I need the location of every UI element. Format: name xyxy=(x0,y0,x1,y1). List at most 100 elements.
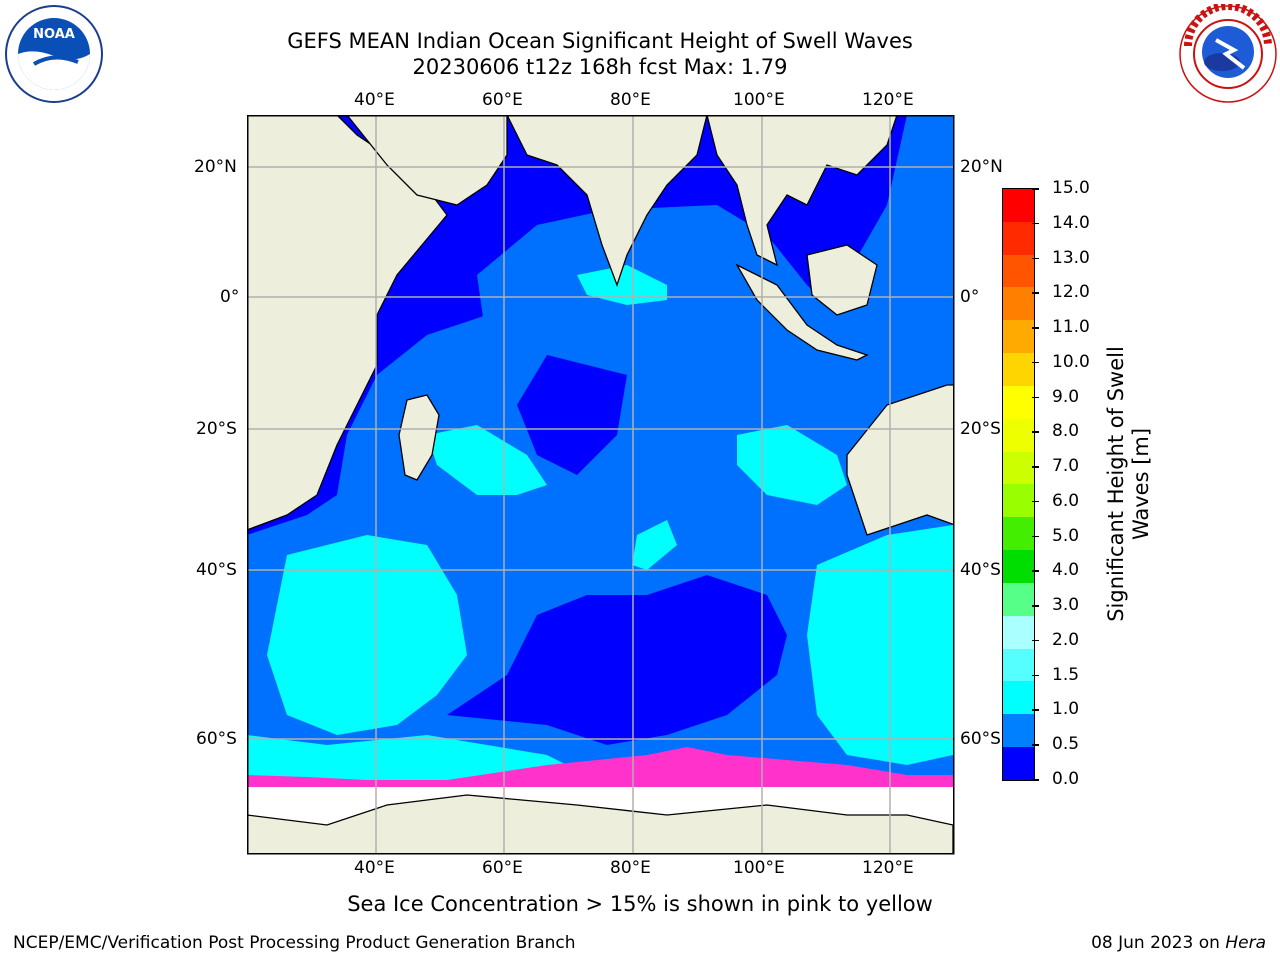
colorbar-tick-mark xyxy=(1032,361,1039,364)
colorbar-tick-label: 15.0 xyxy=(1052,178,1090,198)
colorbar-segment xyxy=(1003,517,1034,551)
land-se-asia xyxy=(706,115,898,267)
lat-label-right-0: 0° xyxy=(960,287,980,307)
swell-patch-small xyxy=(632,520,677,570)
land-arabia xyxy=(346,115,508,206)
footer-credit: NCEP/EMC/Verification Post Processing Pr… xyxy=(13,933,576,953)
colorbar-segment xyxy=(1003,418,1034,452)
lon-label-top-60e: 60°E xyxy=(482,90,523,110)
swell-patch-west-australia xyxy=(737,425,847,505)
lon-label-bottom-100e: 100°E xyxy=(733,858,785,878)
footer-date-text: 08 Jun 2023 on xyxy=(1091,933,1226,953)
colorbar-label-line1: Significant Height of Swell xyxy=(1104,346,1128,622)
nws-logo xyxy=(1179,4,1277,103)
land-india xyxy=(506,115,708,287)
colorbar-tick-mark xyxy=(1032,222,1039,225)
colorbar-segment xyxy=(1003,747,1034,780)
colorbar-tick-mark xyxy=(1032,188,1039,190)
colorbar-tick-mark xyxy=(1032,605,1039,607)
colorbar-tick-mark xyxy=(1032,639,1039,642)
colorbar-segment xyxy=(1003,582,1034,616)
gridlines xyxy=(247,115,953,853)
lat-label-left-20s: 20°S xyxy=(196,419,237,439)
colorbar-segment xyxy=(1003,254,1034,288)
lat-label-right-20s: 20°S xyxy=(960,419,1001,439)
chart-subtitle: 20230606 t12z 168h fcst Max: 1.79 xyxy=(412,55,788,79)
land-madagascar xyxy=(398,394,440,481)
colorbar-label-line2: Waves [m] xyxy=(1129,427,1153,541)
colorbar-ticks: 15.0 14.0 13.0 12.0 11.0 10.0 9.0 8.0 7.0 6.0 5.0 4… xyxy=(1032,178,1096,789)
ocean-dark-central xyxy=(517,355,627,475)
colorbar-tick-label: 5.0 xyxy=(1052,525,1080,546)
colorbar xyxy=(1002,188,1035,781)
colorbar-tick-label: 13.0 xyxy=(1052,247,1090,268)
chart-title: GEFS MEAN Indian Ocean Significant Heigh… xyxy=(287,29,913,53)
colorbar-segment xyxy=(1003,681,1034,715)
colorbar-tick-label: 2.0 xyxy=(1052,629,1080,650)
lat-label-right-20n: 20°N xyxy=(960,157,1003,177)
lon-label-bottom-120e: 120°E xyxy=(862,858,914,878)
lat-label-left-20n: 20°N xyxy=(194,157,237,177)
lat-label-left-60s: 60°S xyxy=(196,729,237,749)
land-australia xyxy=(846,384,953,536)
footer-host: Hera xyxy=(1225,933,1266,953)
colorbar-tick-mark xyxy=(1032,779,1039,781)
land-sumatra xyxy=(735,263,869,361)
lon-label-bottom-40e: 40°E xyxy=(354,858,395,878)
colorbar-tick-mark xyxy=(1032,570,1039,572)
colorbar-tick-mark xyxy=(1032,535,1039,538)
colorbar-tick-label: 0.5 xyxy=(1052,734,1080,755)
colorbar-tick-label: 11.0 xyxy=(1052,317,1090,338)
swell-patch-madagascar-east xyxy=(427,425,547,495)
lon-label-bottom-80e: 80°E xyxy=(610,858,651,878)
swell-patch-southeast xyxy=(807,525,953,765)
land-antarctica xyxy=(247,794,953,853)
colorbar-segment xyxy=(1003,714,1034,748)
colorbar-segment xyxy=(1003,287,1034,321)
colorbar-tick-label: 12.0 xyxy=(1052,282,1090,303)
colorbar-segment xyxy=(1003,189,1034,222)
colorbar-tick-label: 6.0 xyxy=(1052,490,1080,511)
colorbar-segment xyxy=(1003,484,1034,518)
map-frame xyxy=(247,115,955,855)
colorbar-tick-mark xyxy=(1032,744,1039,746)
colorbar-tick-mark xyxy=(1032,327,1039,329)
lon-label-top-120e: 120°E xyxy=(862,90,914,110)
colorbar-tick-label: 0.0 xyxy=(1052,769,1080,789)
colorbar-label: Significant Height of Swell Waves [m] xyxy=(1104,346,1154,622)
swell-patch-equator xyxy=(577,265,667,305)
colorbar-segment xyxy=(1003,385,1034,419)
lat-label-right-40s: 40°S xyxy=(960,560,1001,580)
colorbar-tick-label: 14.0 xyxy=(1052,212,1090,233)
colorbar-tick-mark xyxy=(1032,466,1039,468)
lat-label-left-40s: 40°S xyxy=(196,560,237,580)
colorbar-tick-label: 1.5 xyxy=(1052,664,1080,685)
swell-patch-southwest xyxy=(267,535,467,735)
colorbar-tick-label: 3.0 xyxy=(1052,595,1080,616)
colorbar-tick-mark xyxy=(1032,292,1039,294)
colorbar-tick-mark xyxy=(1032,257,1039,260)
colorbar-segment xyxy=(1003,451,1034,485)
lat-label-left-0: 0° xyxy=(220,287,240,307)
footer-date: 08 Jun 2023 on Hera xyxy=(1091,933,1266,953)
colorbar-tick-mark xyxy=(1032,396,1039,399)
colorbar-segment xyxy=(1003,221,1034,255)
colorbar-tick-label: 7.0 xyxy=(1052,456,1080,477)
colorbar-tick-label: 1.0 xyxy=(1052,699,1080,720)
lat-label-right-60s: 60°S xyxy=(960,729,1001,749)
colorbar-tick-label: 8.0 xyxy=(1052,421,1080,442)
lon-label-top-40e: 40°E xyxy=(354,90,395,110)
noaa-logo-text: NOAA xyxy=(33,27,75,42)
lon-label-top-80e: 80°E xyxy=(610,90,651,110)
colorbar-segment xyxy=(1003,320,1034,354)
colorbar-tick-label: 9.0 xyxy=(1052,386,1080,407)
sea-ice-pink xyxy=(247,747,953,787)
colorbar-segment xyxy=(1003,550,1034,583)
noaa-logo: NOAA xyxy=(5,5,103,103)
colorbar-tick-mark xyxy=(1032,674,1039,677)
colorbar-segment xyxy=(1003,353,1034,386)
map-panel xyxy=(247,115,955,855)
ocean-dark-south xyxy=(447,575,787,745)
colorbar-segment xyxy=(1003,648,1034,682)
colorbar-tick-mark xyxy=(1032,709,1039,711)
